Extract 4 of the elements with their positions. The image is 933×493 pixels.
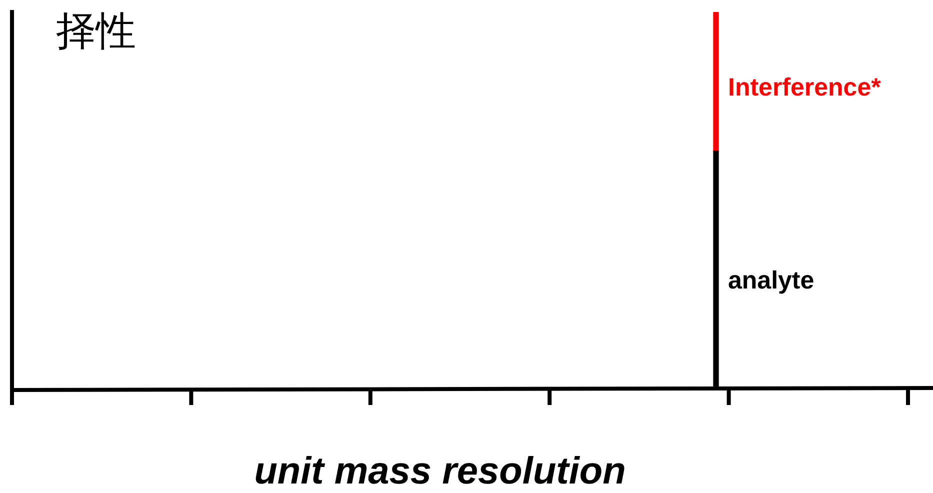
x-axis-title: unit mass resolution <box>254 450 626 492</box>
series-label: analyte <box>728 266 814 294</box>
text: 择性 <box>56 8 136 54</box>
series-label: Interference* <box>728 73 882 102</box>
